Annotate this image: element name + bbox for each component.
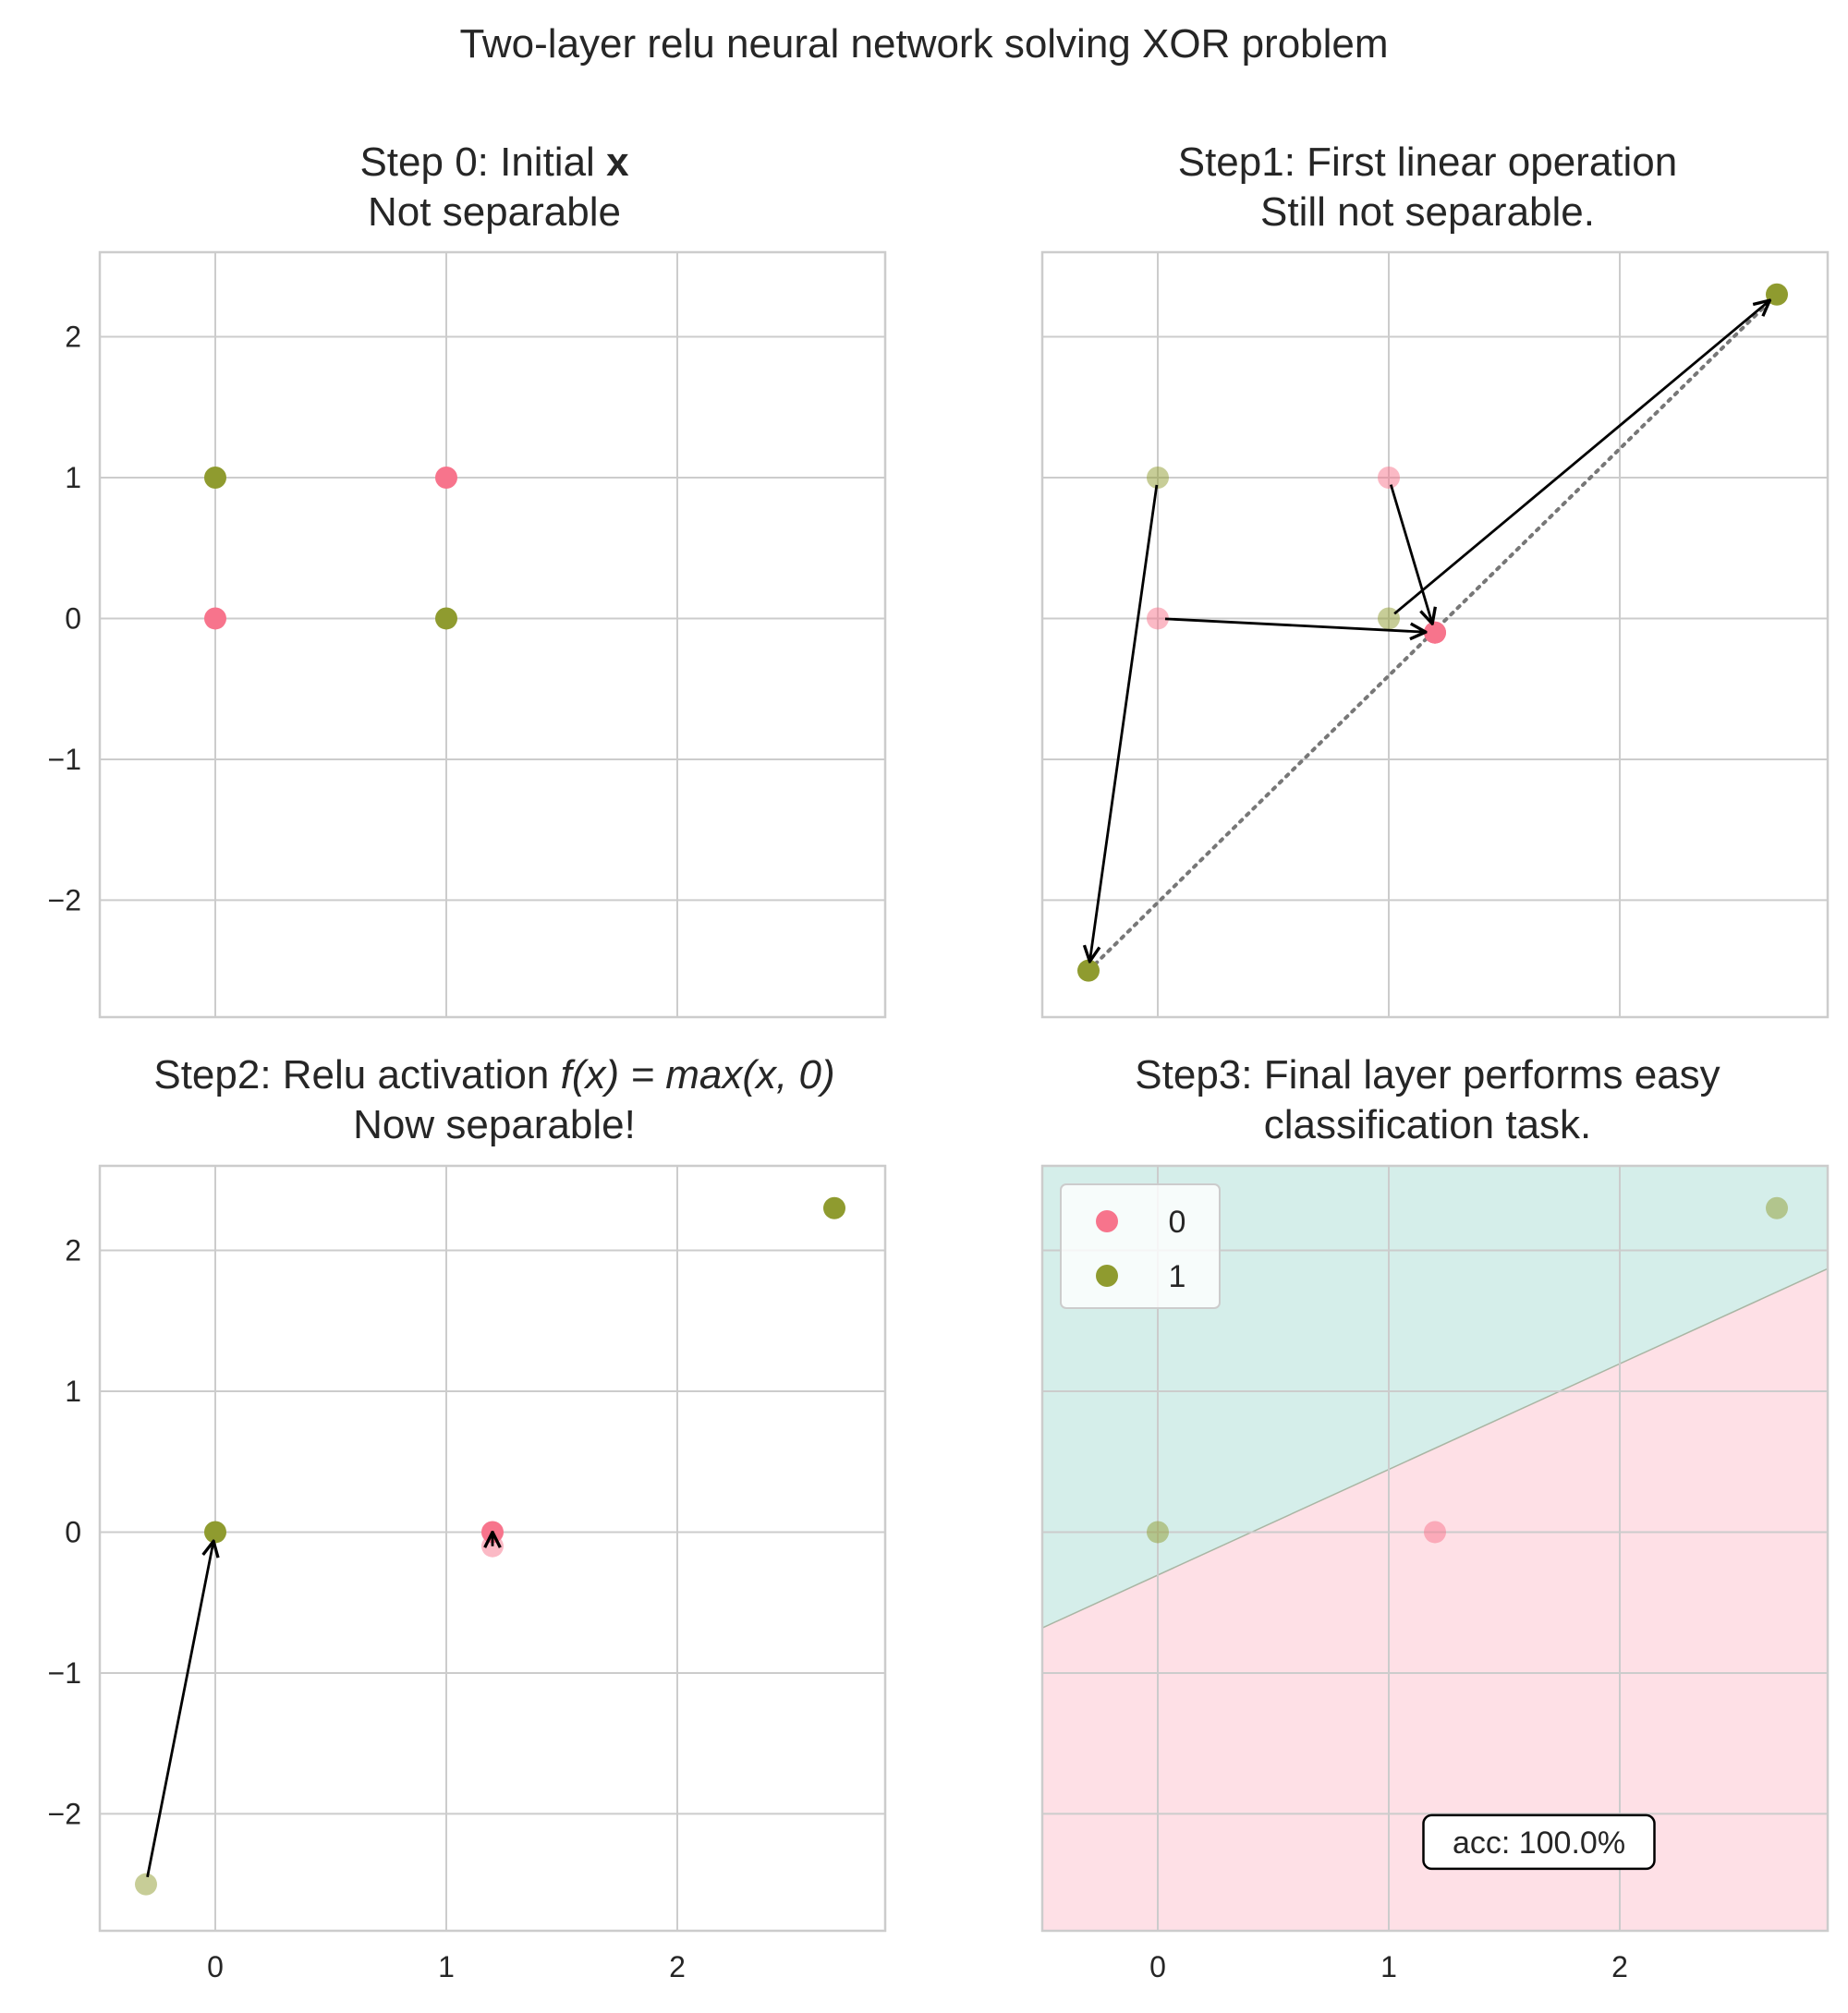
point-class1 <box>204 1521 226 1544</box>
x-tick-label: 1 <box>438 1950 455 1983</box>
transform-arrow <box>1389 484 1432 624</box>
panel-step1-plot <box>1040 250 1830 1019</box>
panel-step3-plot: 0 1 2 0 1 acc: 100.0% <box>1040 1164 1830 1983</box>
decision-region-class1 <box>1042 1166 1828 1629</box>
decision-region-class0 <box>1042 1268 1828 1931</box>
panel-step0-plot: −2 −1 0 1 2 <box>48 250 887 1019</box>
point-class1 <box>1077 959 1100 982</box>
point-class0 <box>1424 621 1446 644</box>
legend-label: 1 <box>1169 1259 1186 1294</box>
figure-title: Two-layer relu neural network solving XO… <box>459 21 1388 67</box>
panel-step1: Step1: First linear operation Still not … <box>1040 139 1830 1019</box>
transform-arrow <box>146 1541 214 1878</box>
legend-box <box>1060 1183 1221 1309</box>
transform-arrow <box>1089 484 1159 962</box>
x-tick-label: 0 <box>207 1950 224 1983</box>
y-tick-label: 0 <box>65 1515 81 1548</box>
y-tick-label: −1 <box>48 1656 81 1690</box>
accuracy-text: acc: 100.0% <box>1453 1825 1625 1861</box>
point-class1 <box>435 607 457 630</box>
faded-point-class0 <box>1147 607 1169 630</box>
panel-step3-subtitle: classification task. <box>1264 1102 1592 1147</box>
panel-step1-title: Step1: First linear operation <box>1178 139 1678 185</box>
point-class1 <box>204 466 226 489</box>
y-tick-label: 0 <box>65 601 81 635</box>
axes-frame <box>1040 250 1830 1019</box>
y-tick-label: −2 <box>48 883 81 916</box>
y-tick-label: −1 <box>48 743 81 776</box>
transform-arrow <box>1164 617 1426 632</box>
faded-point-class1 <box>1147 1521 1169 1544</box>
x-tick-label: 2 <box>669 1950 686 1983</box>
decision-boundary-line <box>1041 1267 1829 1629</box>
accuracy-box <box>1422 1813 1656 1871</box>
faded-point-class0 <box>1424 1521 1446 1544</box>
y-tick-label: 1 <box>65 1375 81 1408</box>
legend-marker-class1 <box>1096 1265 1118 1287</box>
point-class1 <box>823 1196 845 1219</box>
axes-frame <box>98 1164 887 1933</box>
panel-step0: Step 0: Initial x Not separable −2 −1 0 1 2 <box>48 139 887 1019</box>
panel-step2-title: Step2: Relu activation f(x) = max(x, 0) <box>153 1052 834 1097</box>
transform-arrow <box>1393 300 1769 615</box>
faded-point-class0 <box>1378 466 1400 489</box>
y-tick-label: 2 <box>65 1233 81 1267</box>
panel-step2-subtitle: Now separable! <box>353 1102 636 1147</box>
panel-step2-plot: 0 1 2 −2 −1 0 1 2 <box>48 1164 887 1983</box>
x-tick-label: 0 <box>1149 1950 1166 1983</box>
panel-step1-subtitle: Still not separable. <box>1260 189 1595 235</box>
panel-step2: Step2: Relu activation f(x) = max(x, 0) … <box>48 1052 887 1983</box>
x-tick-label: 2 <box>1611 1950 1628 1983</box>
x-tick-label: 1 <box>1380 1950 1397 1983</box>
legend-marker-class0 <box>1096 1210 1118 1232</box>
point-class0 <box>435 466 457 489</box>
panel-step3: Step3: Final layer performs easy classif… <box>1040 1052 1830 1983</box>
panel-step0-subtitle: Not separable <box>368 189 621 235</box>
point-class0 <box>204 607 226 630</box>
panel-step0-title: Step 0: Initial x <box>359 139 629 185</box>
legend-label: 0 <box>1169 1205 1186 1240</box>
faded-point-class1 <box>135 1873 157 1896</box>
y-tick-label: 1 <box>65 461 81 494</box>
faded-point-class1 <box>1147 466 1169 489</box>
faded-point-class1 <box>1766 1196 1788 1219</box>
y-tick-label: −2 <box>48 1797 81 1830</box>
panel-step3-title: Step3: Final layer performs easy <box>1135 1052 1720 1097</box>
y-tick-label: 2 <box>65 320 81 353</box>
axes-frame <box>1040 1164 1830 1933</box>
axes-frame <box>98 250 887 1019</box>
